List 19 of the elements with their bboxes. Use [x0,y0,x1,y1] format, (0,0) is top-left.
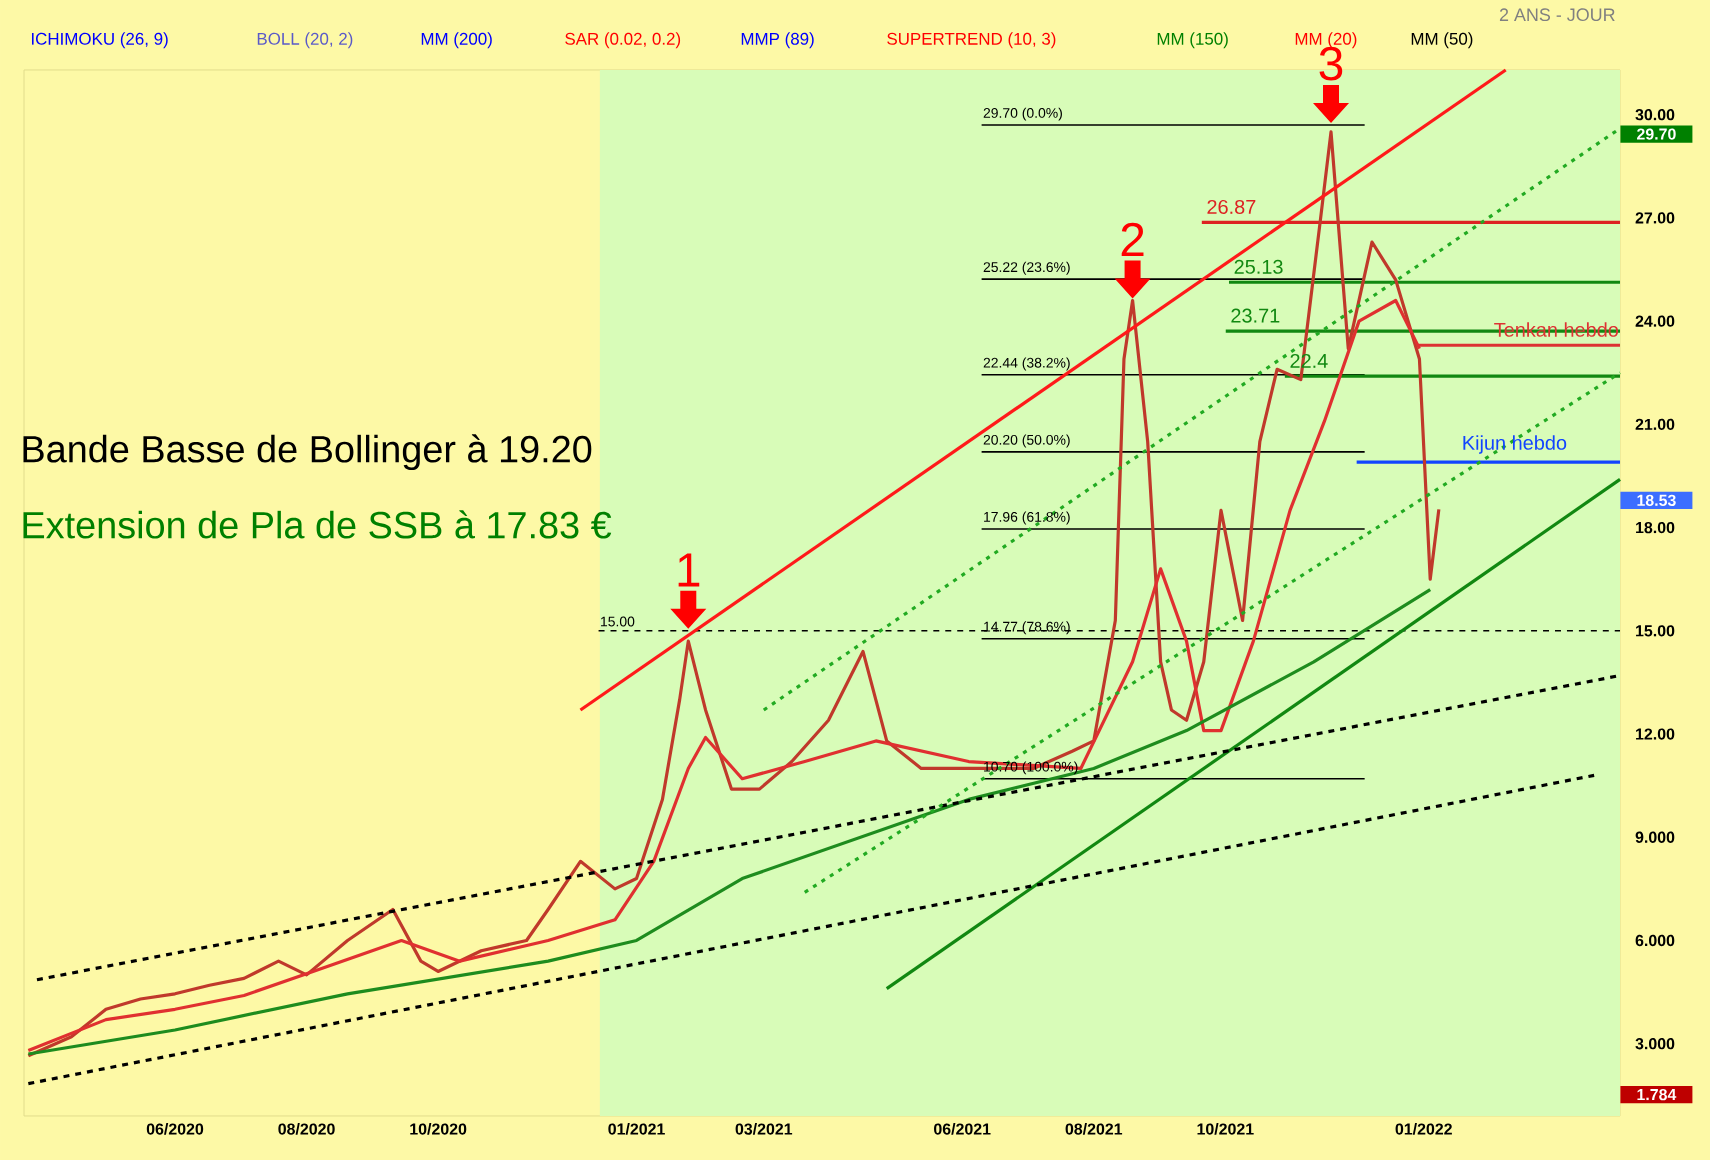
text: MM (20) [1295,32,1357,49]
ref-line-label: 25.13 [1234,259,1283,274]
text: SAR (0.02, 0.2) [565,32,681,49]
ref-line-label: 23.71 [1231,308,1280,323]
annotation: 1 [678,553,700,587]
annotation: 3 [1319,46,1343,81]
ref-line-label: 26.87 [1207,199,1256,214]
text: MM (200) [421,32,492,49]
text: 2 ANS - JOUR [1499,8,1615,22]
ref-line-label: Kijun hebdo [1463,435,1567,454]
text: MM (150) [1157,32,1228,49]
annotation: 2 [1121,222,1144,257]
text: SUPERTREND (10, 3) [887,32,1056,49]
text: ICHIMOKU (26, 9) [31,32,168,49]
annotation: Extension de Pla de SSB à 17.83 € [23,510,612,539]
annotation: Bande Basse de Bollinger à 19.20 [23,434,592,471]
text: MM (50) [1411,32,1473,49]
text: BOLL (20, 2) [257,32,353,49]
text: MMP (89) [741,32,814,49]
